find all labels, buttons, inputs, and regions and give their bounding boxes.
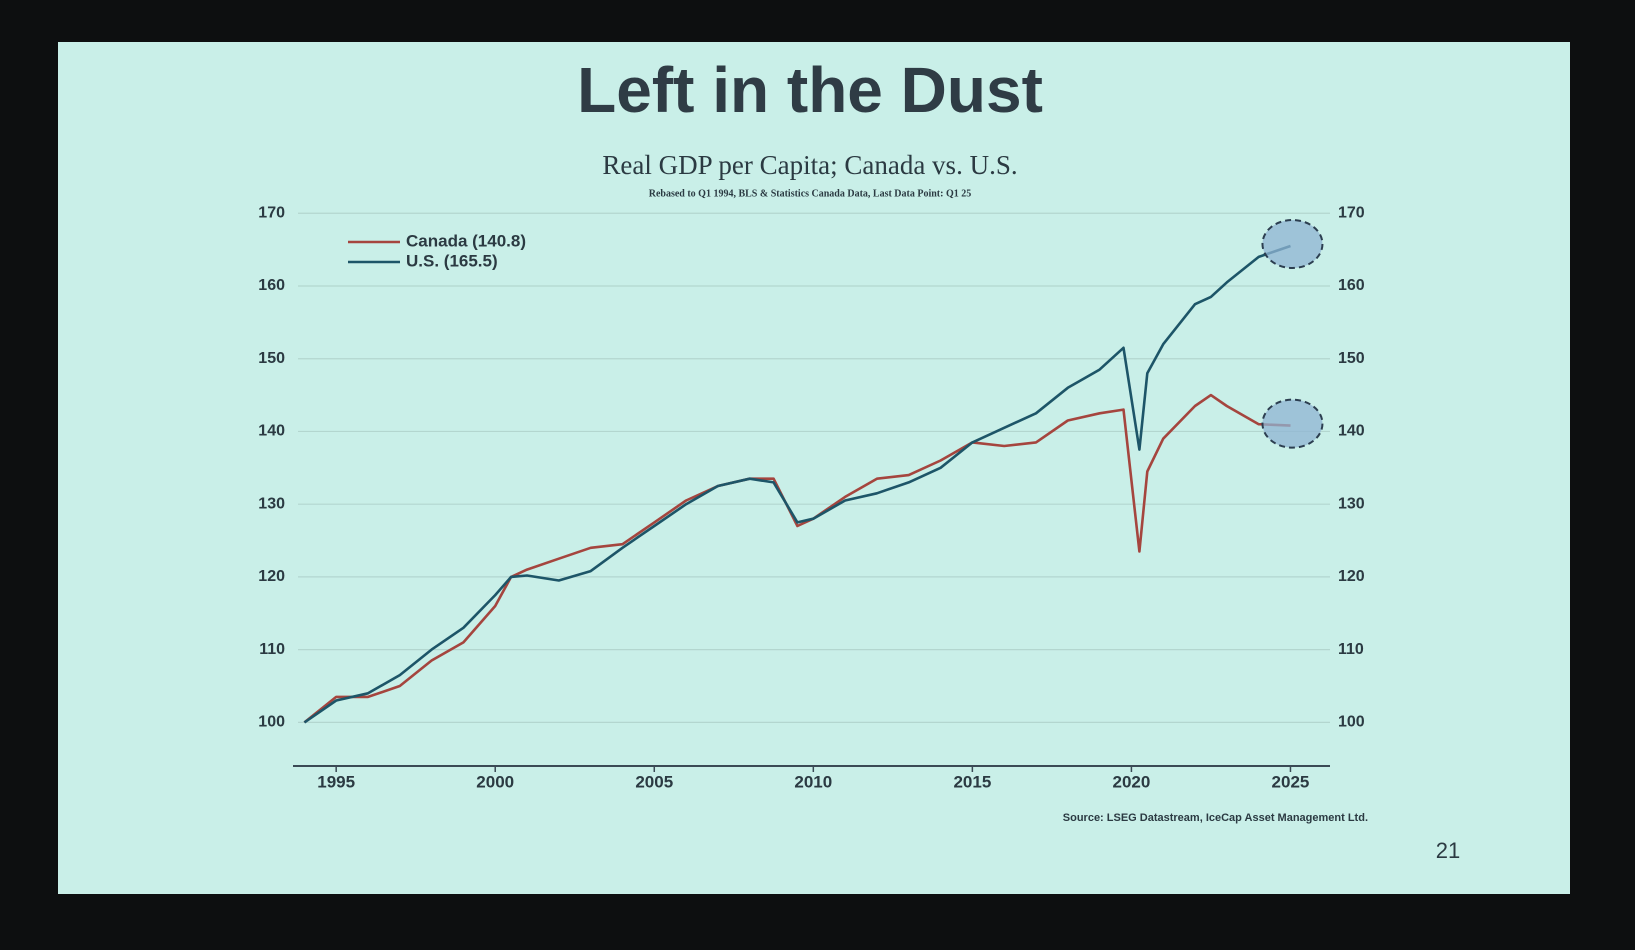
y-tick-label: 170 — [258, 204, 285, 221]
slide-title: Left in the Dust — [577, 54, 1043, 126]
y-tick-label: 160 — [258, 277, 285, 294]
y2-tick-label: 120 — [1338, 568, 1365, 585]
legend-label: Canada (140.8) — [406, 231, 526, 250]
page-number: 21 — [1436, 838, 1460, 863]
x-tick-label: 1995 — [317, 772, 355, 791]
chart-note: Rebased to Q1 1994, BLS & Statistics Can… — [649, 188, 972, 199]
highlight-circle — [1261, 219, 1324, 269]
source: Source: LSEG Datastream, IceCap Asset Ma… — [1063, 812, 1368, 824]
y-tick-label: 100 — [258, 714, 285, 731]
line-series — [303, 244, 1291, 724]
y2-tick-label: 170 — [1338, 204, 1365, 221]
legend-label: U.S. (165.5) — [406, 251, 498, 270]
x-tick-label: 2005 — [635, 772, 673, 791]
y2-tick-label: 150 — [1338, 350, 1365, 367]
x-tick-label: 2020 — [1113, 772, 1151, 791]
y-tick-label: 130 — [258, 495, 285, 512]
y-tick-label: 110 — [259, 641, 285, 658]
highlight-circle — [1261, 398, 1324, 449]
x-tick-label: 2015 — [953, 772, 991, 791]
x-tick-label: 2025 — [1272, 772, 1310, 791]
y2-tick-label: 140 — [1338, 423, 1365, 440]
y-tick-label: 150 — [258, 350, 285, 367]
y-tick-label: 140 — [258, 423, 285, 440]
y2-tick-label: 160 — [1338, 277, 1365, 294]
y2-tick-label: 100 — [1338, 714, 1365, 731]
x-tick-label: 2000 — [476, 772, 514, 791]
chart-subtitle: Real GDP per Capita; Canada vs. U.S. — [602, 150, 1017, 180]
y2-tick-label: 110 — [1338, 641, 1364, 658]
x-tick-label: 2010 — [794, 772, 832, 791]
slide — [58, 42, 1570, 894]
y-tick-label: 120 — [258, 568, 285, 585]
y2-tick-label: 130 — [1338, 495, 1365, 512]
